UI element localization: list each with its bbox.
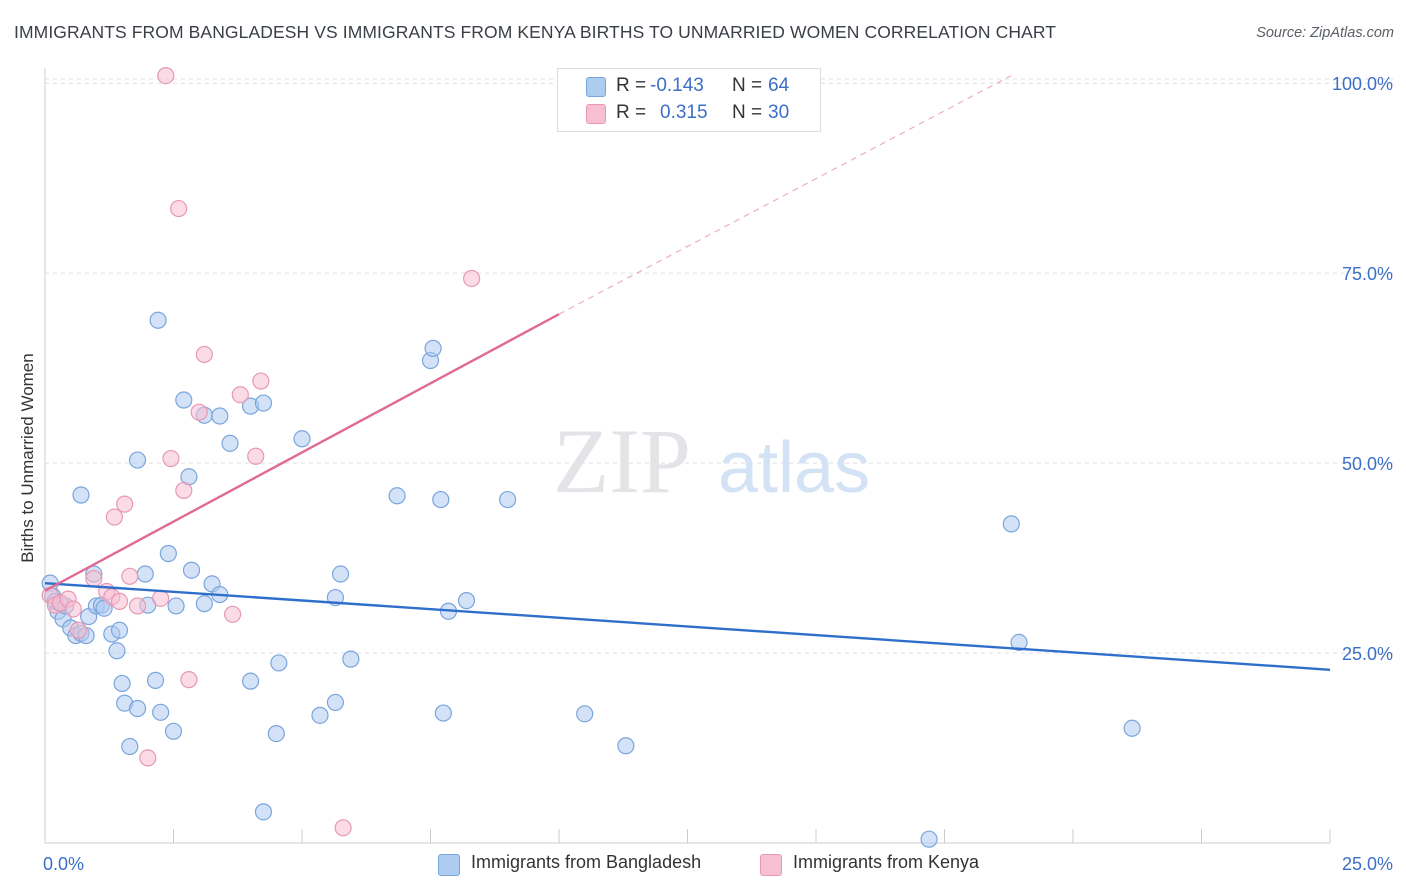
point-bangladesh	[1002, 515, 1020, 533]
point-bangladesh	[182, 561, 201, 579]
point-bangladesh	[388, 487, 406, 505]
point-bangladesh	[576, 705, 594, 723]
legend-n-label-bangladesh: N =	[732, 75, 763, 96]
watermark-atlas: atlas	[718, 428, 870, 508]
legend-r-label-kenya: R =	[616, 102, 647, 123]
point-kenya	[175, 481, 193, 500]
point-kenya	[128, 597, 147, 615]
y-tick-label: 25.0%	[1342, 644, 1393, 664]
point-bangladesh	[1010, 633, 1028, 652]
trend-layer	[44, 75, 1331, 671]
y-tick-label: 75.0%	[1342, 264, 1393, 284]
point-bangladesh	[254, 803, 273, 821]
watermark: ZIP atlas	[553, 410, 870, 512]
point-bangladesh	[167, 597, 185, 615]
point-kenya	[170, 199, 188, 218]
legend-r-value-kenya: 0.315	[660, 102, 708, 123]
point-bangladesh	[424, 339, 442, 357]
point-bangladesh	[110, 621, 129, 639]
point-bangladesh	[242, 672, 260, 690]
point-bangladesh	[221, 434, 239, 452]
x-tick-label: 25.0%	[1342, 854, 1393, 874]
point-bangladesh	[432, 490, 450, 509]
label-layer: 25.0% 50.0% 75.0% 100.0% 0.0% 25.0% Births to …	[18, 74, 1393, 874]
point-bangladesh	[326, 693, 345, 712]
chart-title: IMMIGRANTS FROM BANGLADESH VS IMMIGRANTS…	[14, 22, 1057, 42]
point-bangladesh	[152, 703, 170, 721]
point-kenya	[64, 600, 82, 618]
point-kenya	[85, 569, 103, 588]
point-bangladesh	[149, 311, 167, 329]
point-kenya	[463, 269, 481, 288]
point-kenya	[252, 372, 270, 390]
point-bangladesh	[331, 565, 350, 583]
bottom-legend-swatch-bangladesh	[438, 854, 460, 876]
legend-n-label-kenya: N =	[732, 102, 763, 123]
point-bangladesh	[920, 830, 938, 848]
bottom-legend-label-bangladesh: Immigrants from Bangladesh	[471, 852, 702, 872]
point-bangladesh	[164, 722, 183, 740]
point-kenya	[247, 447, 265, 465]
x-tick-label: 0.0%	[43, 854, 84, 874]
trend-line-kenya	[44, 313, 560, 592]
grid-layer	[45, 78, 1393, 654]
point-bangladesh	[136, 565, 154, 583]
point-bangladesh	[128, 699, 147, 718]
point-kenya	[69, 621, 88, 639]
point-bangladesh	[311, 706, 329, 724]
point-bangladesh	[211, 407, 229, 425]
point-bangladesh	[254, 394, 273, 412]
point-kenya	[180, 671, 198, 689]
point-kenya	[231, 386, 249, 404]
point-kenya	[105, 508, 123, 526]
legend-r-value-bangladesh: -0.143	[650, 75, 704, 96]
point-kenya	[195, 345, 213, 364]
point-bangladesh	[342, 650, 360, 668]
point-kenya	[334, 819, 352, 837]
watermark-zip: ZIP	[553, 410, 691, 512]
legend-r-label-bangladesh: R =	[616, 75, 647, 96]
point-bangladesh	[175, 391, 193, 409]
point-kenya	[162, 449, 180, 468]
point-bangladesh	[195, 595, 213, 613]
point-bangladesh	[72, 486, 90, 504]
point-kenya	[121, 567, 139, 585]
bottom-legend-swatch-kenya	[760, 854, 782, 876]
point-bangladesh	[434, 704, 452, 722]
bottom-legend-label-kenya: Immigrants from Kenya	[793, 852, 980, 872]
point-bangladesh	[499, 490, 517, 509]
point-kenya	[152, 589, 170, 607]
axis-layer	[44, 68, 1331, 844]
point-bangladesh	[293, 430, 311, 448]
legend-swatch-kenya	[586, 104, 606, 124]
point-kenya	[116, 495, 134, 513]
trend-line-bangladesh	[44, 581, 1331, 671]
point-kenya	[224, 605, 242, 623]
point-kenya	[139, 749, 157, 767]
point-kenya	[157, 66, 175, 85]
point-bangladesh	[270, 654, 288, 672]
point-bangladesh	[113, 674, 131, 693]
point-bangladesh	[108, 642, 126, 660]
y-tick-label: 100.0%	[1332, 74, 1393, 94]
legend-swatch-bangladesh	[586, 77, 606, 97]
y-tick-label: 50.0%	[1342, 454, 1393, 474]
point-bangladesh	[159, 544, 177, 563]
y-axis-label: Births to Unmarried Women	[18, 353, 37, 562]
source-label: Source: ZipAtlas.com	[1256, 25, 1394, 41]
point-bangladesh	[457, 592, 476, 610]
point-bangladesh	[121, 737, 139, 756]
point-bangladesh	[1123, 719, 1141, 737]
correlation-legend: R = -0.143 N = 64 R = 0.315 N = 30	[557, 68, 821, 132]
point-bangladesh	[146, 671, 165, 690]
point-bangladesh	[617, 737, 635, 755]
point-bangladesh	[267, 724, 285, 743]
point-kenya	[190, 403, 208, 421]
trend-line-kenya-extension	[558, 75, 1012, 315]
legend-n-value-bangladesh: 64	[768, 75, 790, 96]
point-bangladesh	[128, 451, 147, 469]
point-kenya	[110, 592, 129, 610]
legend-n-value-kenya: 30	[768, 102, 790, 123]
